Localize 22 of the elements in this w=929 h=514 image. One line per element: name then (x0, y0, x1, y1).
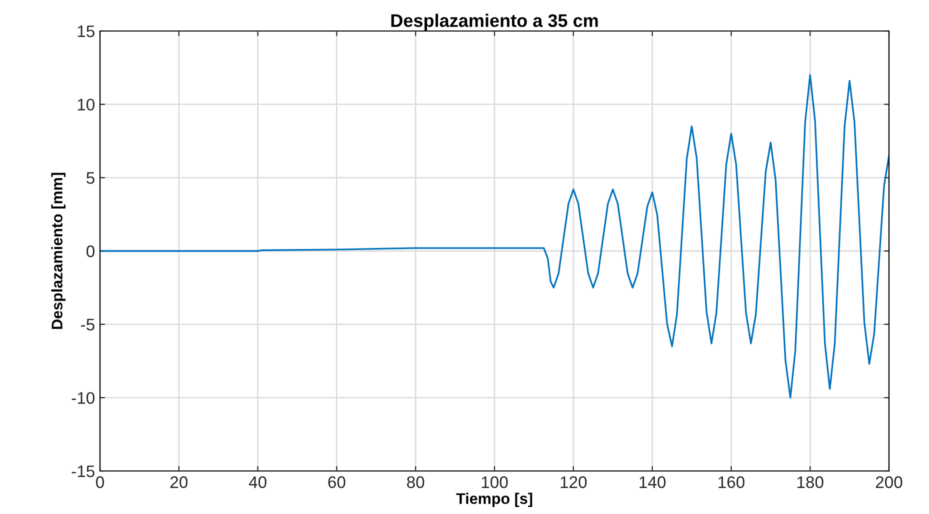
x-tick-label: 140 (640, 476, 666, 488)
y-tick-label: -10 (72, 392, 94, 404)
y-tick-label: 15 (78, 26, 94, 38)
y-tick-label: 10 (78, 98, 94, 111)
y-tick-label: 5 (86, 172, 94, 184)
y-tick-label: 0 (86, 245, 94, 258)
x-tick-label: 160 (718, 476, 744, 488)
x-tick-label: 0 (96, 476, 104, 488)
x-tick-label: 80 (407, 476, 424, 488)
x-tick-label: 20 (170, 476, 188, 488)
y-tick-label: -15 (72, 466, 94, 478)
x-tick-label: 60 (328, 476, 346, 488)
y-tick-label: -5 (81, 318, 94, 331)
line-series (100, 74, 889, 398)
x-tick-label: 40 (248, 476, 266, 488)
x-tick-label: 120 (560, 476, 587, 488)
x-tick-label: 200 (876, 476, 902, 488)
x-tick-label: 100 (482, 476, 508, 488)
x-axis-title: Tiempo [s] (456, 492, 532, 508)
chart-title: Desplazamiento a 35 cm (391, 14, 598, 31)
x-tick-label: 180 (797, 476, 824, 488)
y-axis-title: Desplazamiento [mm] (51, 172, 66, 329)
